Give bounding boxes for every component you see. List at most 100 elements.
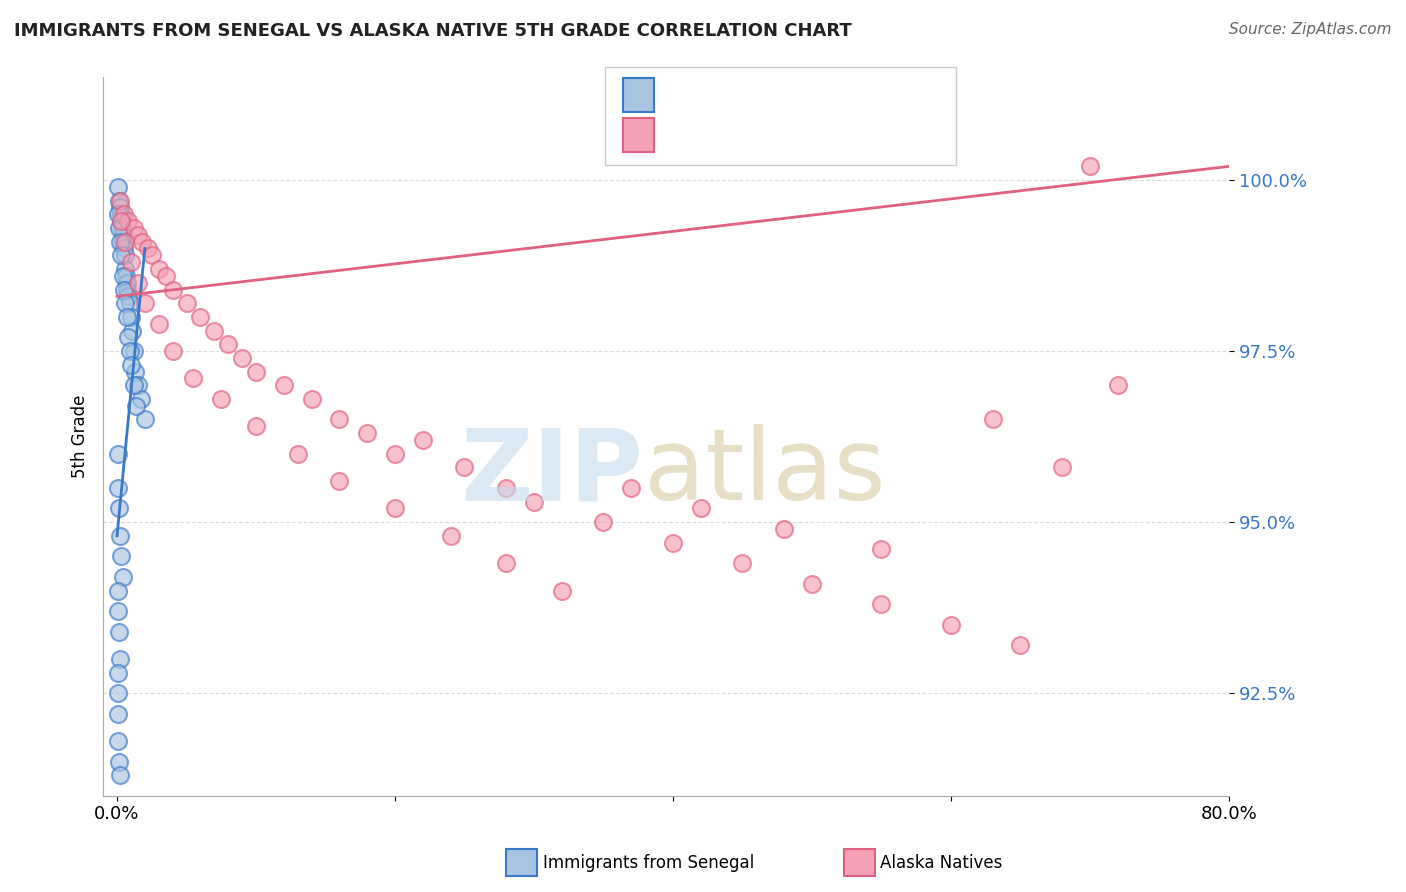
Point	[495, 556, 517, 570]
Point	[773, 522, 796, 536]
Point	[245, 365, 267, 379]
Point	[120, 358, 142, 372]
Point	[114, 248, 136, 262]
Point	[162, 344, 184, 359]
Point	[110, 248, 132, 262]
Point	[731, 556, 754, 570]
Point	[108, 235, 131, 249]
Point	[412, 433, 434, 447]
Point	[662, 535, 685, 549]
Point	[120, 310, 142, 324]
Point	[134, 412, 156, 426]
Point	[1078, 160, 1101, 174]
Point	[108, 194, 131, 208]
Point	[111, 268, 134, 283]
Point	[129, 392, 152, 406]
Point	[148, 262, 170, 277]
Text: atlas: atlas	[644, 424, 886, 521]
Point	[127, 378, 149, 392]
Point	[939, 617, 962, 632]
Point	[1010, 638, 1032, 652]
Point	[202, 324, 225, 338]
Point	[689, 501, 711, 516]
Point	[112, 242, 135, 256]
Point	[356, 426, 378, 441]
Point	[108, 501, 131, 516]
Point	[870, 597, 893, 611]
Point	[107, 734, 129, 748]
Point	[107, 447, 129, 461]
Point	[117, 214, 139, 228]
Point	[176, 296, 198, 310]
Point	[112, 207, 135, 221]
Point	[118, 344, 141, 359]
Point	[453, 460, 475, 475]
Point	[134, 296, 156, 310]
Point	[108, 755, 131, 769]
Point	[107, 706, 129, 721]
Point	[115, 276, 138, 290]
Point	[439, 529, 461, 543]
Point	[108, 768, 131, 782]
Point	[112, 235, 135, 249]
Point	[301, 392, 323, 406]
Text: IMMIGRANTS FROM SENEGAL VS ALASKA NATIVE 5TH GRADE CORRELATION CHART: IMMIGRANTS FROM SENEGAL VS ALASKA NATIVE…	[14, 22, 852, 40]
Point	[107, 180, 129, 194]
Point	[124, 365, 146, 379]
Point	[162, 283, 184, 297]
Point	[121, 324, 143, 338]
Point	[127, 227, 149, 242]
Text: ZIP: ZIP	[461, 424, 644, 521]
Point	[114, 235, 136, 249]
Text: R =  0.167    N = 52: R = 0.167 N = 52	[662, 85, 891, 104]
Point	[136, 242, 159, 256]
Point	[110, 214, 132, 228]
Point	[183, 371, 205, 385]
Point	[592, 515, 614, 529]
Point	[217, 337, 239, 351]
Point	[111, 227, 134, 242]
Point	[495, 481, 517, 495]
Point	[141, 248, 163, 262]
Y-axis label: 5th Grade: 5th Grade	[72, 395, 89, 478]
Text: Alaska Natives: Alaska Natives	[880, 854, 1002, 871]
Point	[107, 604, 129, 618]
Point	[287, 447, 309, 461]
Point	[620, 481, 643, 495]
Point	[870, 542, 893, 557]
Point	[110, 549, 132, 564]
Point	[120, 255, 142, 269]
Point	[108, 652, 131, 666]
Point	[131, 235, 153, 249]
Point	[122, 378, 145, 392]
Point	[551, 583, 574, 598]
Point	[108, 221, 131, 235]
Text: R =  0.100    N = 57: R = 0.100 N = 57	[662, 125, 891, 145]
Point	[117, 283, 139, 297]
Point	[328, 412, 350, 426]
Point	[108, 624, 131, 639]
Point	[108, 201, 131, 215]
Point	[125, 399, 148, 413]
Point	[122, 344, 145, 359]
Point	[209, 392, 232, 406]
Point	[107, 583, 129, 598]
Point	[111, 221, 134, 235]
Point	[1050, 460, 1073, 475]
Point	[190, 310, 212, 324]
Point	[110, 214, 132, 228]
Point	[111, 570, 134, 584]
Point	[523, 494, 546, 508]
Point	[107, 665, 129, 680]
Point	[110, 207, 132, 221]
Point	[155, 268, 177, 283]
Point	[328, 474, 350, 488]
Point	[115, 268, 138, 283]
Point	[800, 576, 823, 591]
Point	[117, 330, 139, 344]
Point	[114, 262, 136, 277]
Text: Immigrants from Senegal: Immigrants from Senegal	[543, 854, 754, 871]
Point	[115, 310, 138, 324]
Point	[273, 378, 295, 392]
Point	[384, 501, 406, 516]
